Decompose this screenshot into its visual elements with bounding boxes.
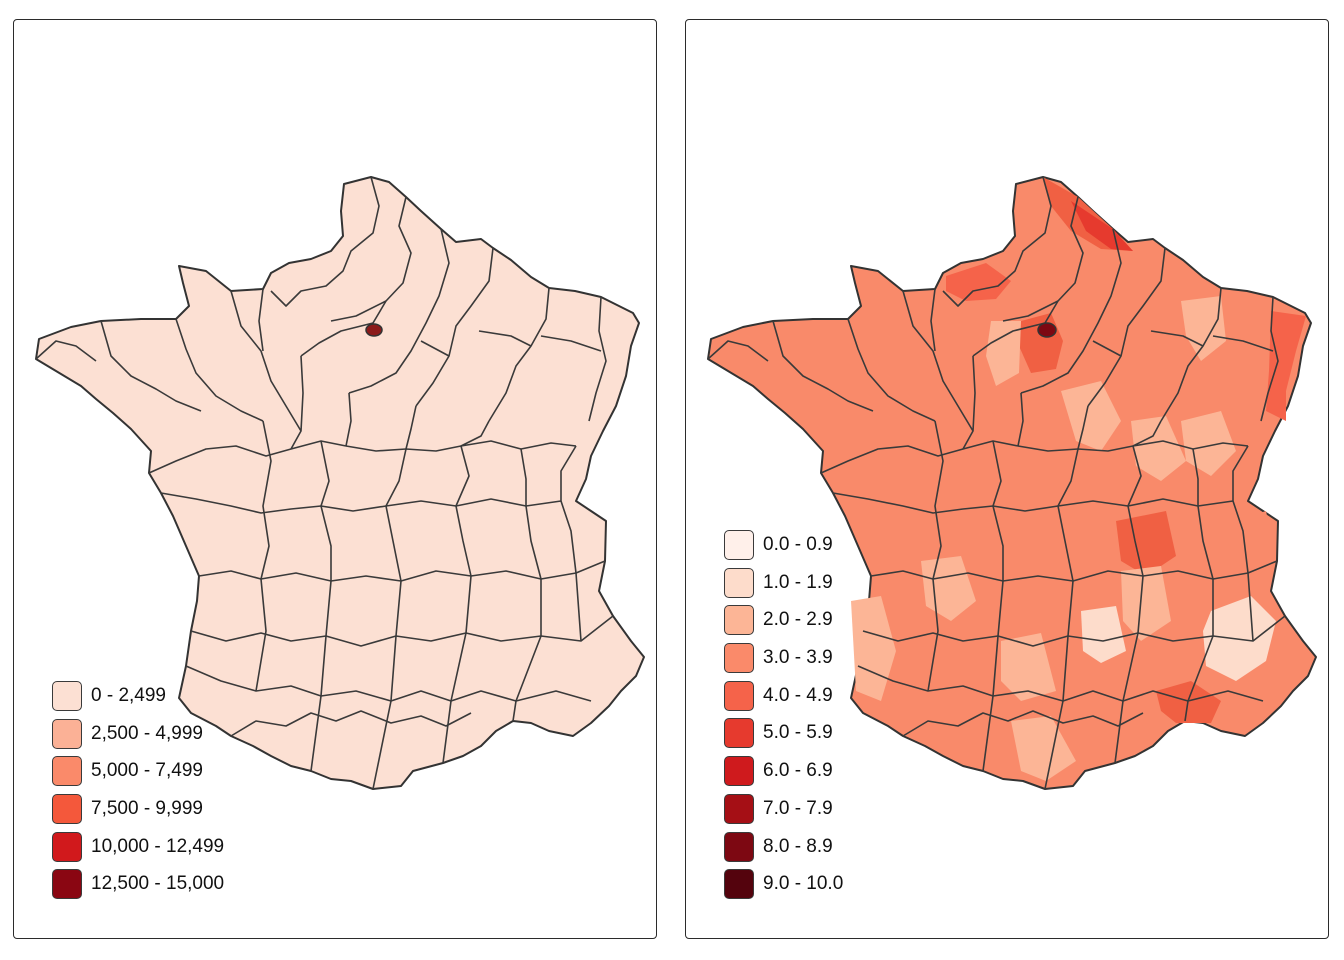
legend-swatch [52, 718, 82, 749]
legend-label: 0 - 2,499 [91, 685, 166, 706]
legend-label: 7,500 - 9,999 [91, 798, 203, 820]
legend-label: 3.0 - 3.9 [763, 647, 833, 669]
france-outline [707, 176, 1317, 790]
legend-label: 10,000 - 12,499 [91, 835, 225, 857]
map-panel-right: 0.0 - 0.9 1.0 - 1.9 2.0 - 2.9 3.0 - 3.9 4.0 … [685, 19, 1329, 939]
legend-label: 1.0 - 1.9 [763, 571, 833, 593]
legend-label: 4.0 - 4.9 [763, 684, 833, 706]
legend-swatch [52, 831, 82, 862]
legend-swatch [724, 680, 754, 711]
legend-swatch [52, 794, 82, 825]
legend-swatch [52, 756, 82, 787]
legend-swatch [724, 718, 754, 749]
legend-label: 2.0 - 2.9 [763, 609, 833, 631]
department-borders [35, 176, 614, 790]
legend-swatch [724, 831, 754, 862]
legend-label: 9.0 - 10.0 [763, 873, 844, 895]
legend-swatch [52, 681, 82, 711]
department-borders [707, 176, 1286, 790]
legend-label: 7.0 - 7.9 [763, 797, 833, 819]
legend-label: 12,500 - 15,000 [91, 873, 225, 895]
paris-region [365, 323, 383, 337]
legend-label: 2,500 - 4,999 [91, 722, 203, 744]
paris-region [1037, 322, 1057, 338]
legend-label: 0.0 - 0.9 [763, 534, 833, 555]
legend-swatch [724, 869, 754, 900]
legend-swatch [724, 756, 754, 787]
legend-label: 6.0 - 6.9 [763, 760, 833, 782]
map-panel-left: 0 - 2,499 2,500 - 4,999 5,000 - 7,499 7,500… [13, 19, 657, 939]
france-outline [35, 176, 645, 790]
legend-label: 8.0 - 8.9 [763, 835, 833, 857]
choropleth-map-left [35, 176, 645, 790]
legend-swatch [724, 567, 754, 598]
legend-swatch [724, 530, 754, 560]
legend-swatch [724, 643, 754, 674]
legend-swatch [724, 793, 754, 824]
legend-label: 5.0 - 5.9 [763, 722, 833, 744]
legend-swatch [724, 605, 754, 636]
legend-swatch [52, 869, 82, 900]
legend-label: 5,000 - 7,499 [91, 760, 203, 782]
choropleth-map-right [707, 176, 1317, 790]
